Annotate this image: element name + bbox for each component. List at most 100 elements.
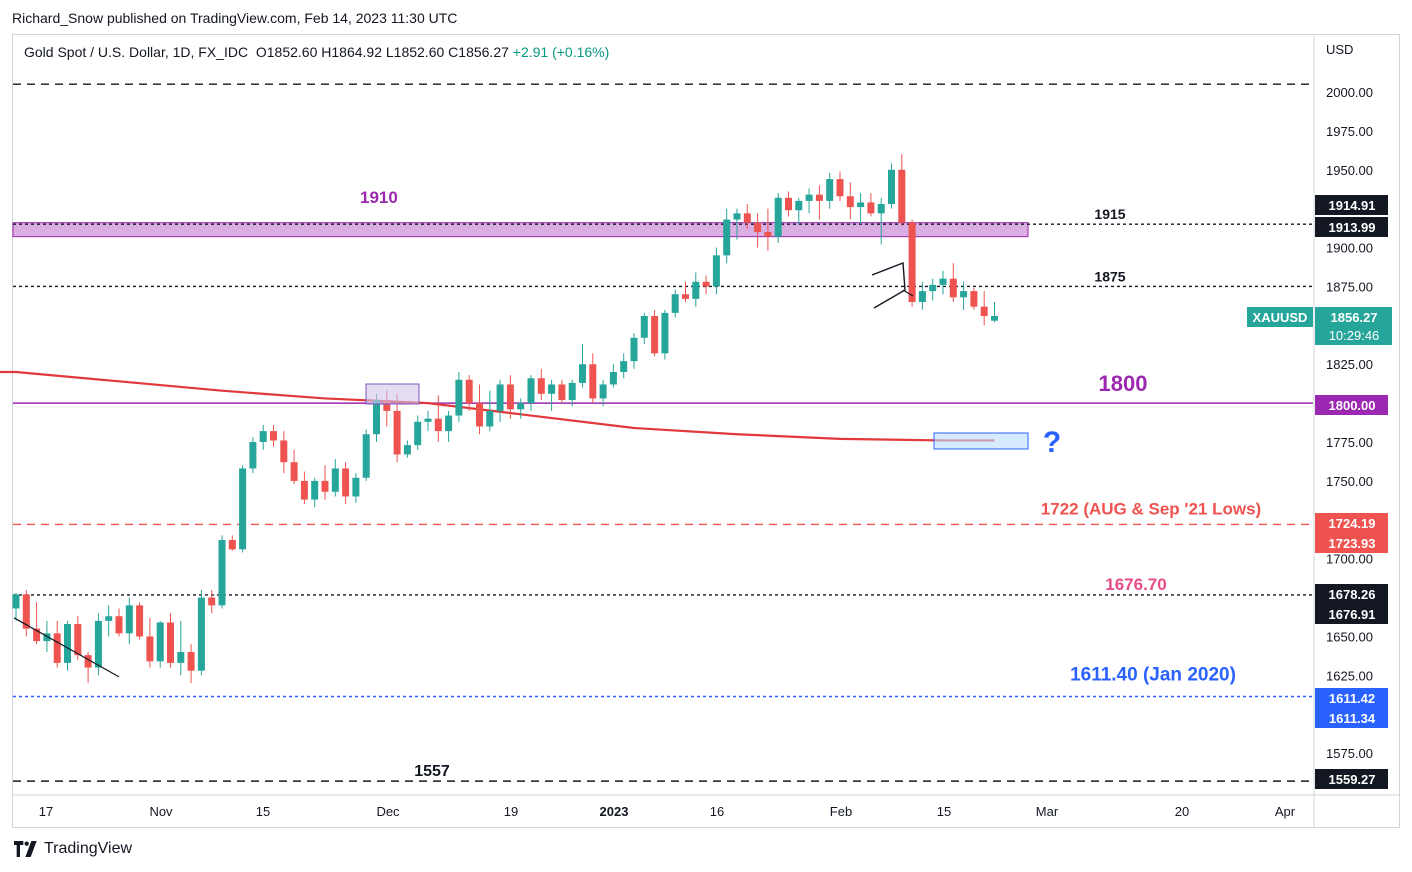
consolidation-box (365, 383, 420, 405)
y-tick-label: 1825.00 (1326, 357, 1373, 372)
candle-body (74, 624, 82, 656)
candle-body (712, 255, 720, 287)
zone-1910-label: 1910 (360, 188, 398, 207)
candle-body (795, 200, 803, 211)
candle-body (702, 281, 710, 287)
candle-body (877, 204, 885, 214)
legend-low: L1852.60 (385, 44, 445, 60)
y-tick-label: 1750.00 (1326, 474, 1373, 489)
candle-body (548, 384, 556, 394)
x-tick-label: 2023 (600, 804, 629, 819)
last-price-countdown: 10:29:46 (1329, 328, 1380, 343)
price-tag-label: 1724.19 (1329, 516, 1376, 531)
price-tag (1315, 708, 1388, 728)
currency-label[interactable]: USD (1326, 42, 1354, 57)
candle-body (259, 431, 267, 443)
candle-body (125, 605, 133, 634)
candle-body (743, 213, 751, 223)
candle-body (228, 540, 236, 550)
price-tag-label: 1611.42 (1329, 691, 1375, 706)
candle-body (682, 294, 689, 299)
candle-body (908, 222, 916, 303)
zone-1910 (12, 222, 1029, 238)
x-tick-label: Apr (1275, 804, 1296, 819)
price-tag (1315, 604, 1388, 624)
candle-body (64, 624, 71, 663)
x-tick-label: 15 (256, 804, 270, 819)
candle-body (630, 337, 638, 362)
tradingview-brand[interactable]: TradingView (14, 840, 132, 858)
x-tick-label: 19 (504, 804, 518, 819)
candle-body (496, 384, 504, 411)
candle-body (826, 179, 834, 201)
candle-body (527, 378, 535, 404)
candle-body (177, 652, 185, 663)
candle-body (280, 440, 288, 463)
candle-body (403, 445, 411, 455)
level-label: 1676.70 (1105, 575, 1166, 594)
candle-body (43, 633, 51, 642)
downtrend-line (13, 617, 120, 678)
price-tag-label: 1678.26 (1329, 587, 1376, 602)
publisher-line: Richard_Snow published on TradingView.co… (12, 10, 458, 26)
candle-body (609, 372, 617, 385)
candle-body (208, 597, 216, 606)
candle-body (84, 655, 92, 668)
candle-body (579, 364, 586, 383)
candle-body (218, 540, 226, 606)
candle-body (115, 616, 123, 634)
price-tag (1315, 195, 1388, 215)
candle-body (383, 400, 391, 411)
y-tick-label: 1700.00 (1326, 552, 1373, 567)
candle-body (239, 468, 247, 550)
candle-body (857, 202, 865, 208)
price-tag-label: 1800.00 (1329, 398, 1376, 413)
x-tick-label: 20 (1175, 804, 1189, 819)
price-tag (1315, 395, 1388, 415)
candle-body (33, 628, 41, 642)
x-tick-label: Feb (830, 804, 852, 819)
candle-body (476, 403, 483, 427)
candle-body (785, 197, 792, 211)
candle-body (754, 222, 762, 233)
candle-body (455, 379, 463, 416)
candle-body (960, 291, 968, 298)
candle-body (640, 316, 648, 338)
price-tag (1315, 688, 1388, 708)
candle-body (445, 415, 453, 432)
ohlc-legend: Gold Spot / U.S. Dollar, 1D, FX_IDC O185… (24, 44, 609, 60)
legend-symbol: Gold Spot / U.S. Dollar, 1D, FX_IDC (24, 44, 249, 60)
candle-body (300, 480, 308, 500)
candle-body (918, 291, 926, 303)
last-price-tag (1315, 307, 1392, 345)
y-tick-label: 1875.00 (1326, 279, 1373, 294)
candle-body (671, 294, 679, 313)
candle-body (991, 316, 998, 321)
candle-body (393, 410, 401, 455)
legend-close: C1856.27 (448, 44, 509, 60)
question-mark-annotation: ? (1043, 426, 1061, 459)
price-tag (1315, 217, 1388, 237)
candle-body (486, 410, 494, 427)
candle-body (331, 468, 339, 492)
price-tag (1315, 533, 1388, 553)
candle-body (424, 418, 432, 422)
level-label: 1800 (1099, 371, 1148, 396)
candle-body (342, 468, 350, 497)
price-tag (1315, 584, 1388, 604)
candle-body (733, 213, 741, 220)
candle-body (53, 633, 61, 663)
y-tick-label: 2000.00 (1326, 85, 1373, 100)
candle-body (94, 620, 102, 668)
candle-body (187, 652, 195, 671)
candle-body (321, 480, 329, 492)
price-tag-label: 1611.34 (1329, 711, 1376, 726)
x-tick-label: Mar (1036, 804, 1059, 819)
x-tick-label: Dec (376, 804, 400, 819)
candle-body (888, 169, 895, 205)
candle-body (939, 278, 947, 285)
candle-body (270, 431, 277, 441)
bear-flag-pattern (871, 262, 906, 309)
x-tick-label: 17 (39, 804, 53, 819)
